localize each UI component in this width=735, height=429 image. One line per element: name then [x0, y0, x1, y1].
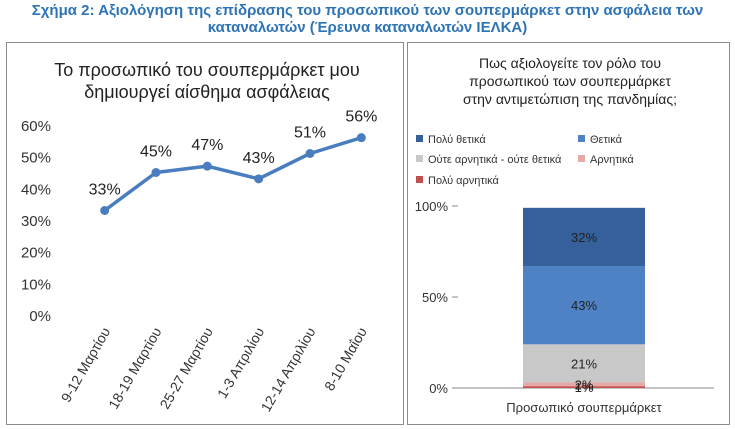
line-y-tick-label: 10%: [21, 276, 51, 293]
legend-swatch: [416, 135, 423, 142]
bar-segment: [523, 386, 645, 388]
line-x-tick-label: 8-10 Μαΐου: [321, 325, 370, 394]
line-x-tick-label: 18-19 Μαρτίου: [105, 325, 165, 412]
bar-segment-label: 32%: [571, 230, 597, 245]
line-chart-title-line2: δημιουργεί αίσθημα ασφάλειας: [84, 82, 330, 102]
bar-segment-label: 1%: [575, 380, 594, 395]
line-y-tick-label: 50%: [21, 150, 51, 167]
bar-x-category-label: Προσωπικό σουπερμάρκετ: [506, 400, 662, 415]
line-data-label: 45%: [140, 144, 172, 161]
figure-title: Σχήμα 2: Αξιολόγηση της επίδρασης του πρ…: [0, 2, 735, 36]
legend-label: Αρνητικά: [590, 154, 634, 166]
legend-swatch: [578, 135, 585, 142]
line-data-point: [254, 174, 264, 184]
line-data-point: [202, 161, 212, 171]
line-data-label: 33%: [89, 182, 121, 199]
bar-segment: [523, 382, 645, 387]
line-data-label: 56%: [345, 109, 377, 126]
line-y-tick-label: 0%: [29, 308, 51, 325]
legend-swatch: [416, 176, 423, 183]
line-y-tick-label: 20%: [21, 245, 51, 262]
bar-segment: [523, 207, 645, 267]
figure-title-line2: καταναλωτών (Έρευνα καταναλωτών ΙΕΛΚΑ): [207, 19, 528, 36]
line-series: [103, 135, 362, 212]
legend-swatch: [578, 155, 585, 162]
line-data-point: [100, 206, 110, 215]
line-data-label: 47%: [191, 137, 223, 154]
bar-y-tick-label: 0%: [429, 381, 448, 396]
line-chart-panel: Το προσωπικό του σουπερμάρκετ μου δημιου…: [6, 42, 404, 425]
figure-title-line1: Σχήμα 2: Αξιολόγηση της επίδρασης του πρ…: [31, 2, 704, 19]
line-data-label: 43%: [243, 150, 275, 167]
line-data-point: [356, 133, 366, 143]
legend-label: Πολύ θετικά: [428, 134, 486, 146]
bar-y-tick-label: 100%: [415, 199, 449, 214]
line-x-tick-label: 1-3 Απριλίου: [214, 325, 267, 401]
legend-label: Ούτε αρνητικά - ούτε θετικά: [428, 154, 562, 166]
bar-segment: [523, 266, 645, 345]
bar-segment-label: 21%: [571, 356, 597, 371]
legend-label: Πολύ αρνητικά: [428, 175, 500, 187]
line-data-point: [151, 168, 161, 177]
legend-label: Θετικά: [590, 134, 623, 146]
stacked-bar-panel: Πως αξιολογείτε τον ρόλο του προσωπικού …: [407, 42, 730, 425]
stacked-bar-chart: Πως αξιολογείτε τον ρόλο του προσωπικού …: [415, 55, 714, 415]
bar-segment-label: 43%: [571, 298, 597, 313]
line-y-tick-label: 40%: [21, 181, 51, 198]
bar-y-tick-label: 50%: [422, 290, 448, 305]
bar-segment: [523, 344, 645, 383]
line-x-tick-label: 12-14 Απριλίου: [257, 325, 318, 415]
line-chart-title-line1: Το προσωπικό του σουπερμάρκετ μου: [54, 60, 360, 80]
line-y-tick-label: 60%: [21, 118, 51, 135]
bar-segment-label: 2%: [575, 377, 594, 392]
legend-swatch: [416, 155, 423, 162]
line-data-point: [305, 149, 315, 158]
bar-chart-title-line1: Πως αξιολογείτε τον ρόλο του: [479, 55, 661, 71]
line-x-tick-label: 9-12 Μαρτίου: [58, 325, 114, 405]
line-x-tick-label: 25-27 Μαρτίου: [156, 325, 216, 412]
bar-chart-title-line2: προσωπικού των σουπερμάρκετ: [469, 73, 671, 89]
line-chart: Το προσωπικό του σουπερμάρκετ μου δημιου…: [21, 60, 377, 415]
line-y-tick-label: 30%: [21, 213, 51, 230]
bar-chart-title-line3: στην αντιμετώπιση της πανδημίας;: [463, 91, 677, 107]
line-data-label: 51%: [294, 125, 326, 142]
